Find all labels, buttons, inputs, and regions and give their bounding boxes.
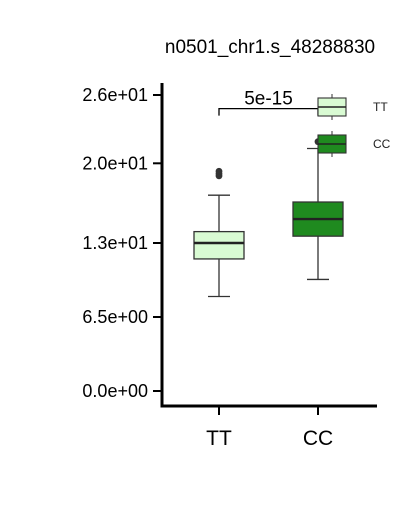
legend-label: TT: [373, 100, 388, 114]
plot-area: 0.0e+00 6.5e+00 1.3e+01 2.0e+01 2.6e+01 TT CC 5…: [82, 83, 391, 450]
p-value-label: 5e-15: [244, 89, 293, 110]
y-tick-label: 0.0e+00: [82, 381, 148, 401]
legend-label: CC: [373, 137, 391, 151]
significance-bracket: [218, 108, 319, 116]
outlier-point: [215, 167, 223, 175]
y-tick-label: 2.0e+01: [82, 153, 148, 173]
chart-title: n0501_chr1.s_48288830: [165, 37, 375, 58]
y-tick-label: 6.5e+00: [82, 307, 148, 327]
y-tick-label: 2.6e+01: [82, 85, 148, 105]
box: [193, 230, 245, 260]
x-tick-label: TT: [206, 427, 232, 450]
x-tick-label: CC: [303, 427, 333, 450]
y-tick-label: 1.3e+01: [82, 233, 148, 253]
